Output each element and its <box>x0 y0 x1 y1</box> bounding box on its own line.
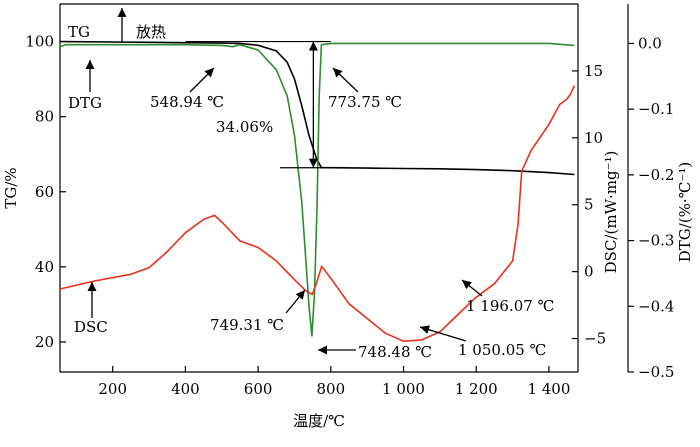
axes-frame <box>59 3 629 373</box>
series-layer <box>59 40 576 343</box>
tg-tick-label: 100 <box>25 33 54 51</box>
tg-tick-label: 60 <box>35 183 54 201</box>
x-tick-label: 200 <box>98 380 127 398</box>
temp-748-label: 748.48 ℃ <box>358 343 432 361</box>
temp-1196-arrow-head <box>462 280 472 290</box>
temp-749-arrow-head <box>295 290 305 300</box>
dtg-tick-label: −0.4 <box>638 297 674 315</box>
dsc-curve-label: DSC <box>74 318 108 336</box>
dsc-axis-title: DSC/(mW·mg⁻¹) <box>602 151 620 274</box>
series-line-dtg <box>59 42 575 337</box>
x-tick-label: 1 200 <box>455 380 498 398</box>
temp-1050-arrow-head <box>420 325 430 334</box>
tg-curve-label: TG <box>68 23 90 41</box>
exotherm-label: 放热 <box>136 23 166 41</box>
dtg-tick-label: −0.3 <box>638 232 674 250</box>
tg-tick-label: 20 <box>35 333 54 351</box>
dtg-label-arrow-head <box>85 60 95 69</box>
ticks-layer: 200 400 600 800 1 000 1 200 1 40020406080100−5… <box>25 33 674 398</box>
mass-loss-arrow-down-head <box>308 158 318 168</box>
dtg-tick-label: 0.0 <box>638 34 662 52</box>
temp-773-label: 773.75 ℃ <box>328 93 402 111</box>
tg-tick-label: 40 <box>35 258 54 276</box>
dtg-tick-label: −0.5 <box>638 363 674 381</box>
x-tick-label: 600 <box>244 380 273 398</box>
x-tick-label: 1 000 <box>382 380 425 398</box>
dsc-tick-label: 0 <box>584 263 594 281</box>
temp-548-label: 548.94 ℃ <box>150 93 224 111</box>
dsc-label-arrow-head <box>87 282 97 291</box>
temp-748-arrow-head <box>318 345 327 355</box>
x-axis-title: 温度/℃ <box>293 412 345 430</box>
dsc-tick-label: 10 <box>584 129 603 147</box>
series-line-dsc <box>59 85 576 343</box>
temp-1196-label: 1 196.07 ℃ <box>466 297 554 315</box>
exotherm-arrow-head <box>117 8 127 17</box>
mass-loss-label: 34.06% <box>216 118 273 136</box>
dtg-tick-label: −0.1 <box>638 100 674 118</box>
dsc-tick-label: 5 <box>584 196 594 214</box>
dtg-curve-label: DTG <box>68 94 102 112</box>
temp-749-label: 749.31 ℃ <box>210 316 284 334</box>
dtg-axis-title: DTG/(%·℃⁻¹) <box>676 162 694 263</box>
series-line-tg <box>59 40 575 176</box>
x-tick-label: 400 <box>171 380 200 398</box>
guides-layer <box>85 8 483 355</box>
dtg-tick-label: −0.2 <box>638 166 674 184</box>
dsc-tick-label: 15 <box>584 62 603 80</box>
temp-1050-label: 1 050.05 ℃ <box>458 341 546 359</box>
mass-loss-arrow-up-head <box>308 41 318 51</box>
dsc-tick-label: −5 <box>584 330 606 348</box>
x-tick-label: 800 <box>316 380 345 398</box>
tg-axis-title: TG/% <box>2 167 20 208</box>
temp-773-arrow-head <box>333 68 343 78</box>
tg-tick-label: 80 <box>35 108 54 126</box>
temp-548-arrow-head <box>204 68 214 78</box>
x-tick-label: 1 400 <box>527 380 570 398</box>
